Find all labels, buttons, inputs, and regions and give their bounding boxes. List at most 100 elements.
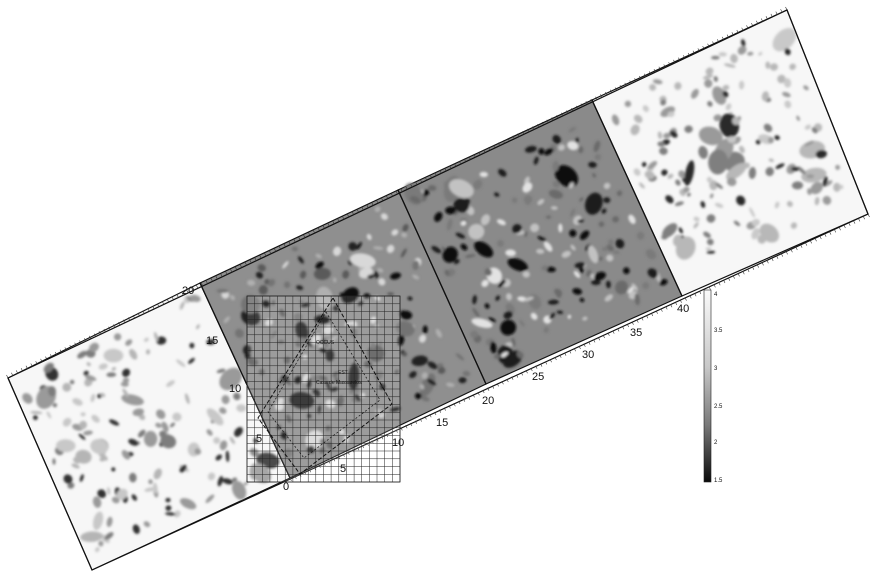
edge-tick xyxy=(264,252,267,257)
edge-tick xyxy=(342,216,345,220)
anomaly-blob xyxy=(711,55,720,60)
anomaly-blob xyxy=(279,308,286,317)
anomaly-blob xyxy=(690,88,699,99)
edge-tick xyxy=(6,374,9,379)
anomaly-blob xyxy=(128,472,137,483)
anomaly-blob xyxy=(409,195,421,204)
anomaly-blob xyxy=(116,488,128,500)
edge-tick xyxy=(617,328,620,332)
edge-tick xyxy=(347,451,350,455)
edge-tick xyxy=(395,429,398,433)
anomaly-blob xyxy=(541,265,549,271)
edge-tick xyxy=(220,273,223,277)
anomaly-blob xyxy=(722,90,729,98)
edge-tick xyxy=(25,365,28,369)
anomaly-blob xyxy=(71,463,80,469)
edge-tick xyxy=(612,330,615,334)
edge-tick xyxy=(386,195,389,199)
anomaly-blob xyxy=(111,467,116,472)
anomaly-blob xyxy=(453,259,460,265)
anomaly-blob xyxy=(552,160,559,172)
anomaly-blob xyxy=(435,328,442,338)
edge-tick xyxy=(679,299,682,303)
anomaly-blob xyxy=(444,269,450,276)
edge-tick xyxy=(472,394,475,398)
anomaly-blob xyxy=(156,336,167,345)
anomaly-blob xyxy=(217,475,224,487)
edge-tick xyxy=(785,6,788,11)
edge-tick xyxy=(747,268,750,273)
anomaly-blob xyxy=(523,195,533,204)
anomaly-blob xyxy=(594,153,601,161)
anomaly-blob xyxy=(446,218,453,231)
edge-tick xyxy=(853,220,856,224)
anomaly-blob xyxy=(606,254,614,262)
anomaly-blob xyxy=(67,482,75,489)
anomaly-blob xyxy=(79,420,88,430)
anomaly-blob xyxy=(30,411,43,415)
edge-tick xyxy=(467,396,470,400)
edge-tick xyxy=(487,387,490,391)
anomaly-blob xyxy=(507,258,528,272)
anomaly-blob xyxy=(132,524,140,534)
anomaly-blob xyxy=(325,425,331,432)
edge-tick xyxy=(697,48,700,52)
edge-tick xyxy=(588,341,591,345)
edge-tick xyxy=(482,389,485,394)
anomaly-blob xyxy=(285,414,292,423)
anomaly-blob xyxy=(387,292,395,296)
anomaly-blob xyxy=(400,248,407,258)
edge-tick xyxy=(721,36,724,41)
anomaly-blob xyxy=(428,185,437,191)
anomaly-blob xyxy=(465,254,476,258)
edge-tick xyxy=(196,285,199,289)
anomaly-blob xyxy=(367,274,376,279)
anomaly-blob xyxy=(561,250,571,258)
anomaly-blob xyxy=(729,123,736,134)
anomaly-blob xyxy=(348,242,358,251)
anomaly-blob xyxy=(554,288,563,297)
edge-tick xyxy=(235,266,238,271)
anomaly-blob xyxy=(52,403,58,408)
edge-tick xyxy=(176,294,179,298)
anomaly-blob xyxy=(554,165,579,188)
anomaly-blob xyxy=(579,297,585,303)
anomaly-blob xyxy=(574,262,586,268)
anomaly-blob xyxy=(274,401,284,411)
edge-tick xyxy=(283,243,286,248)
anomaly-blob xyxy=(807,188,812,195)
edge-tick xyxy=(448,405,451,409)
anomaly-blob xyxy=(255,271,264,279)
anomaly-blob xyxy=(236,404,247,413)
anomaly-blob xyxy=(496,240,504,247)
anomaly-blob xyxy=(550,206,558,210)
anomaly-blob xyxy=(427,361,438,370)
anomaly-blob xyxy=(624,100,632,108)
colorbar-tick: 1.5 xyxy=(714,478,723,484)
anomaly-blob xyxy=(245,353,251,359)
anomaly-blob xyxy=(402,351,408,357)
anomaly-blob xyxy=(188,357,195,364)
edge-tick xyxy=(761,262,764,266)
edge-tick xyxy=(636,319,639,323)
edge-tick xyxy=(473,154,476,158)
edge-tick xyxy=(578,345,581,350)
edge-tick xyxy=(205,280,208,284)
anomaly-blob xyxy=(407,296,413,301)
anomaly-blob xyxy=(810,181,823,195)
anomaly-blob xyxy=(737,45,747,55)
anomaly-blob xyxy=(225,450,230,463)
edge-tick xyxy=(293,239,296,243)
anomaly-blob xyxy=(633,168,641,176)
edge-tick xyxy=(631,321,634,325)
anomaly-blob xyxy=(584,192,603,215)
anomaly-blob xyxy=(505,249,516,257)
excavation-grid-overlay: OCCUS EST Casa de Massarelos xyxy=(246,295,401,483)
edge-tick xyxy=(607,332,610,336)
anomaly-blob xyxy=(243,481,249,486)
edge-tick xyxy=(546,119,549,123)
anomaly-blob xyxy=(460,243,468,251)
anomaly-blob xyxy=(125,339,133,346)
colorbar-tick: 4 xyxy=(714,292,718,298)
anomaly-blob xyxy=(768,137,774,144)
